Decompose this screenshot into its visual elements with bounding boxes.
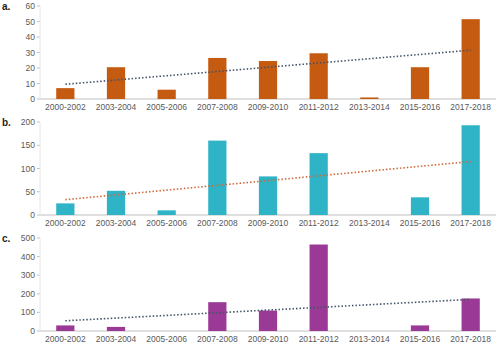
x-tick-label: 2003-2004 [96,334,137,344]
panel: a. 0 10 20 30 40 50 60 2000-2002 2003-2004 2005-20… [2,1,496,112]
x-tick-label: 2015-2016 [400,334,441,344]
bar [360,215,378,216]
plot-area [56,19,480,99]
plot-area [56,125,480,215]
x-tick-label: 2007-2008 [197,218,238,228]
x-tick-label: 2000-2002 [45,218,86,228]
x-tick-label: 2005-2006 [146,218,187,228]
bar [310,153,328,215]
x-tick-label: 2017-2018 [450,102,491,112]
x-tick-label: 2005-2006 [146,102,187,112]
y-tick-label: 60 [26,1,36,11]
x-tick-label: 2009-2010 [248,102,289,112]
bar [107,327,125,331]
trend-line [65,50,470,84]
bar [158,210,176,215]
panel-label: a. [2,1,11,12]
chart-root: a. 0 10 20 30 40 50 60 2000-2002 2003-2004 2005-20… [0,0,500,348]
y-tick-label: 30 [26,48,36,58]
x-tick-label: 2009-2010 [248,218,289,228]
y-tick-label: 100 [21,307,35,317]
x-tick-label: 2011-2012 [299,102,339,112]
y-tick-label: 50 [26,17,36,27]
y-axis [40,238,41,331]
x-tick-label: 2005-2006 [146,334,187,344]
y-tick-label: 20 [26,63,36,73]
y-tick-label: 50 [26,187,36,197]
x-tick-label: 2013-2014 [349,102,390,112]
bar [208,141,226,215]
bar [462,19,480,99]
x-tick-label: 2007-2008 [197,334,238,344]
y-axis [40,122,41,215]
bar [107,67,125,99]
figure: a. 0 10 20 30 40 50 60 2000-2002 2003-2004 2005-20… [0,0,500,348]
x-tick-label: 2003-2004 [96,102,137,112]
bar [411,325,429,331]
bar [56,325,74,331]
bar [462,125,480,215]
y-tick-label: 0 [30,326,35,336]
y-axis [40,6,41,99]
plot-area [56,245,480,331]
x-tick-label: 2000-2002 [45,102,86,112]
x-tick-label: 2000-2002 [45,334,86,344]
y-tick-label: 500 [21,233,35,243]
panel-label: c. [2,233,11,244]
x-tick-label: 2011-2012 [299,218,339,228]
bar [462,298,480,331]
bar [208,58,226,99]
bar [56,203,74,215]
x-tick-label: 2017-2018 [450,218,491,228]
y-tick-label: 40 [26,32,36,42]
panel-label: b. [2,117,11,128]
panel: b. 0 50 100 150 200 2000-2002 2003-2004 2005-200… [2,117,496,228]
bar [310,53,328,99]
bar [411,67,429,99]
panel: c. 0 100 200 300 400 500 2000-2002 2003-2004 2005… [2,233,496,344]
bar [208,302,226,331]
y-tick-label: 0 [30,94,35,104]
y-tick-label: 200 [21,289,35,299]
bar [158,90,176,99]
bar [259,176,277,215]
x-tick-label: 2009-2010 [248,334,289,344]
bar [411,197,429,215]
x-tick-label: 2011-2012 [299,334,339,344]
y-tick-label: 200 [21,117,35,127]
trend-line [65,162,470,200]
bar [56,88,74,99]
bar [259,311,277,331]
x-tick-label: 2015-2016 [400,218,441,228]
x-tick-label: 2017-2018 [450,334,491,344]
y-tick-label: 100 [21,164,35,174]
y-tick-label: 0 [30,210,35,220]
x-tick-label: 2013-2014 [349,334,390,344]
y-tick-label: 300 [21,270,35,280]
y-tick-label: 150 [21,140,35,150]
x-tick-label: 2015-2016 [400,102,441,112]
y-tick-label: 400 [21,252,35,262]
trend-line [65,299,470,320]
x-tick-label: 2007-2008 [197,102,238,112]
bar [310,245,328,331]
x-tick-label: 2013-2014 [349,218,390,228]
x-tick-label: 2003-2004 [96,218,137,228]
y-tick-label: 10 [26,79,36,89]
bar [158,331,176,332]
bar [360,331,378,332]
bar [360,97,378,99]
